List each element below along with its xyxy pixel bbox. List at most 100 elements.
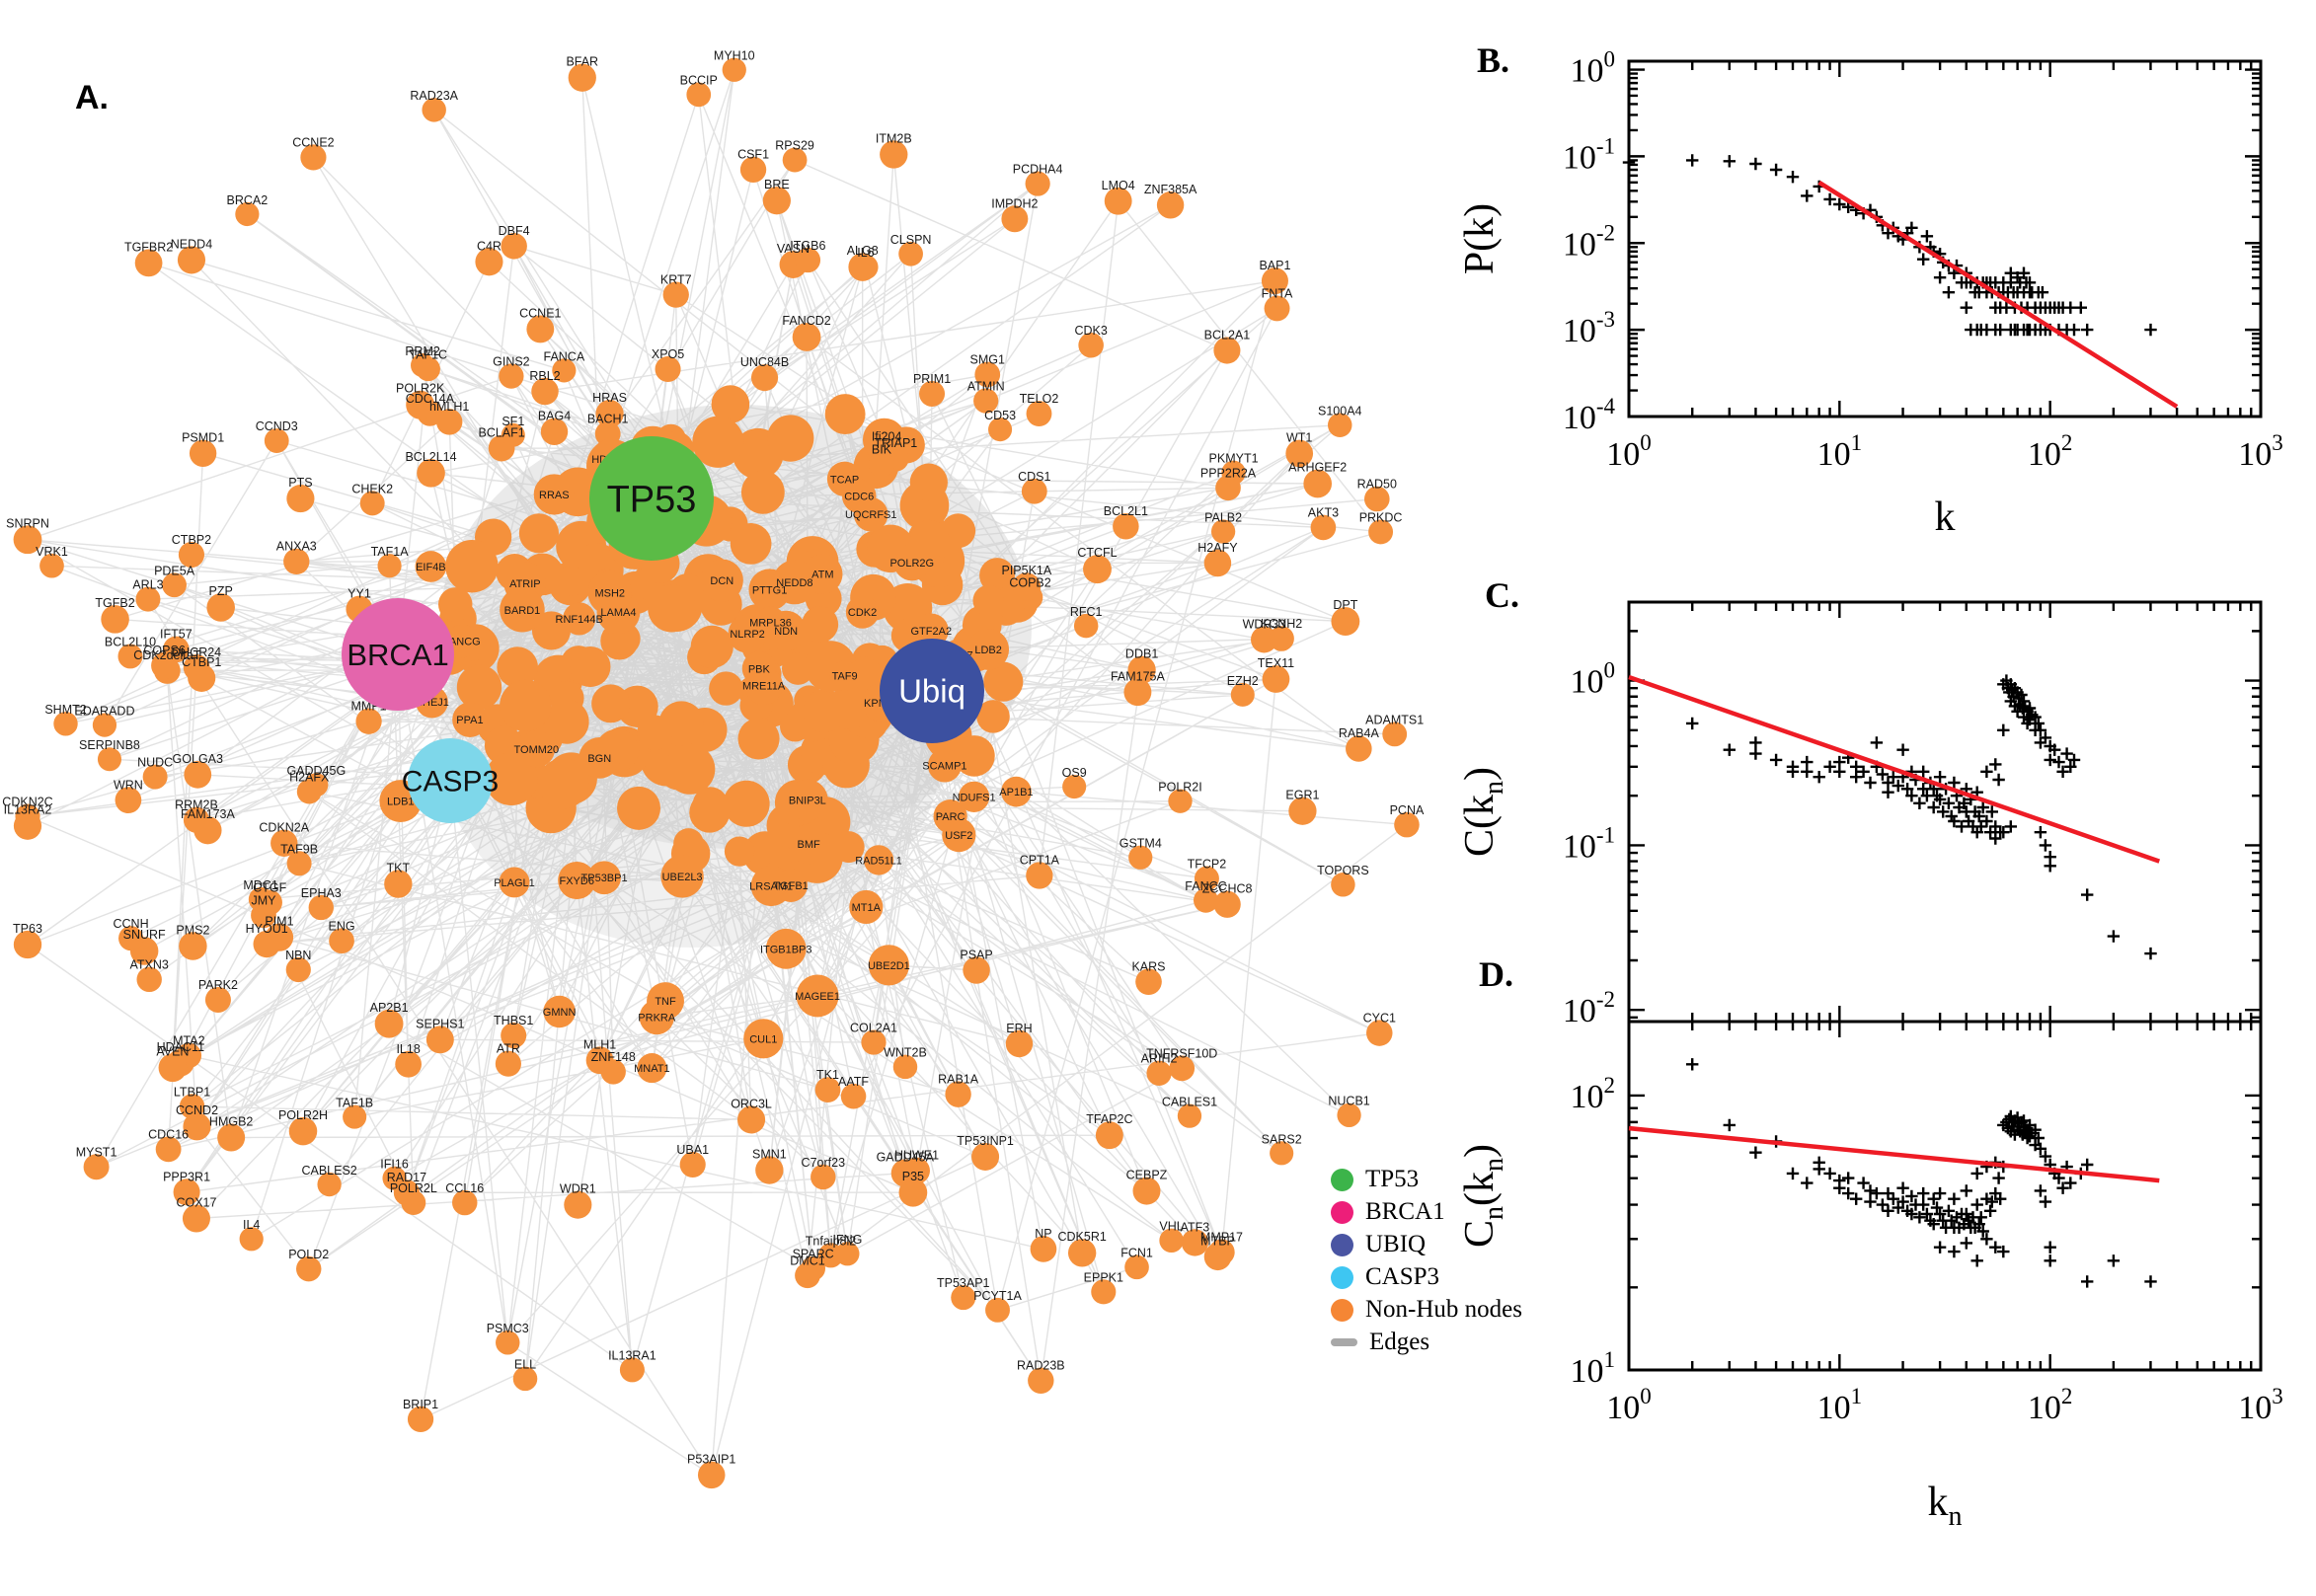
non-hub-node bbox=[531, 377, 559, 406]
gene-label: TELO2 bbox=[1020, 392, 1059, 406]
non-hub-node bbox=[723, 780, 770, 827]
gene-label: RRM2B bbox=[175, 798, 218, 812]
non-hub-node bbox=[544, 699, 589, 744]
non-hub-node bbox=[1073, 613, 1099, 639]
gene-label: SNRPN bbox=[6, 516, 49, 530]
y-tick-label: 100 bbox=[1571, 658, 1616, 701]
non-hub-node bbox=[700, 559, 743, 602]
legend-label: TP53 bbox=[1365, 1166, 1420, 1192]
gene-label: BCCIP bbox=[680, 73, 718, 87]
non-hub-node bbox=[988, 418, 1013, 442]
non-hub-node bbox=[501, 422, 525, 447]
gene-label: MMP17 bbox=[1200, 1230, 1243, 1244]
gene-label: BGN bbox=[587, 753, 611, 765]
non-hub-node bbox=[585, 1046, 614, 1075]
gene-label: CCNE1 bbox=[519, 307, 561, 321]
non-hub-node bbox=[296, 779, 322, 804]
gene-label: AKT3 bbox=[1308, 506, 1339, 520]
gene-label: AATF bbox=[838, 1075, 869, 1089]
gene-label: CLSPN bbox=[890, 233, 932, 247]
non-hub-node bbox=[1208, 1239, 1235, 1265]
gene-label: PDE5A bbox=[154, 564, 195, 577]
non-hub-node bbox=[942, 817, 976, 853]
non-hub-node bbox=[1078, 332, 1104, 358]
non-hub-node bbox=[903, 1157, 930, 1184]
non-hub-node bbox=[162, 572, 187, 598]
non-hub-node bbox=[118, 926, 144, 951]
network-edges bbox=[27, 69, 1408, 1476]
non-hub-node bbox=[826, 461, 863, 496]
non-hub-node bbox=[849, 889, 884, 925]
gene-label: XPO5 bbox=[652, 347, 684, 361]
non-hub-node bbox=[689, 792, 731, 833]
gene-label: C4R bbox=[477, 239, 502, 253]
non-hub-node bbox=[985, 1297, 1010, 1323]
gene-label: SMN1 bbox=[752, 1147, 787, 1161]
gene-label: TP63 bbox=[13, 922, 42, 936]
gene-label: UBA1 bbox=[676, 1143, 709, 1157]
non-hub-node bbox=[945, 1081, 971, 1107]
gene-label: CDK3 bbox=[1074, 324, 1107, 338]
non-hub-node bbox=[587, 861, 621, 895]
gene-label: MTBP bbox=[1200, 1234, 1235, 1248]
non-hub-node bbox=[722, 57, 746, 82]
gene-label: IFI16 bbox=[380, 1158, 409, 1172]
non-hub-node bbox=[1288, 797, 1317, 825]
non-hub-node bbox=[686, 82, 712, 108]
gene-label: TGFBR2 bbox=[124, 241, 173, 255]
gene-label: MRPL36 bbox=[749, 618, 792, 630]
gene-label: SCAMP1 bbox=[922, 760, 966, 772]
non-hub-node bbox=[182, 1204, 210, 1233]
non-hub-node bbox=[189, 439, 217, 467]
power-law-fit-line bbox=[1817, 180, 2179, 409]
non-hub-node bbox=[1337, 1102, 1361, 1127]
non-hub-node bbox=[1001, 776, 1032, 807]
gene-label: KCNH2 bbox=[1261, 617, 1302, 631]
x-axis-title: k bbox=[1935, 494, 1956, 540]
non-hub-node bbox=[648, 584, 696, 633]
gene-label: NBN bbox=[285, 949, 311, 962]
gene-label: ORC3L bbox=[731, 1097, 772, 1110]
non-hub-node bbox=[660, 855, 704, 898]
gene-label: WNT2B bbox=[884, 1046, 927, 1060]
non-hub-node bbox=[188, 663, 216, 692]
gene-label: EPHA3 bbox=[301, 886, 342, 900]
y-tick-label: 10-2 bbox=[1563, 220, 1615, 263]
gene-label: UQCRFS1 bbox=[845, 509, 897, 521]
non-hub-node bbox=[880, 140, 908, 169]
gene-label: LMO4 bbox=[1102, 179, 1135, 192]
non-hub-node bbox=[39, 553, 64, 578]
non-hub-node bbox=[664, 743, 716, 795]
non-hub-node bbox=[762, 187, 791, 215]
gene-label: TFCP2 bbox=[1188, 858, 1227, 872]
non-hub-node bbox=[824, 394, 866, 435]
gene-label: RAB4A bbox=[1339, 726, 1380, 740]
non-hub-node bbox=[637, 1053, 667, 1084]
gene-label: CDKN2A bbox=[259, 821, 309, 835]
non-hub-node bbox=[711, 385, 750, 423]
y-axis-title: P(k) bbox=[1457, 203, 1503, 274]
non-hub-node bbox=[1193, 887, 1218, 913]
non-hub-node bbox=[709, 671, 743, 706]
gene-label: RBL2 bbox=[529, 369, 560, 383]
hub-node-tp53 bbox=[589, 436, 714, 561]
gene-label: CTGF bbox=[253, 881, 286, 895]
x-tick-label: 101 bbox=[1817, 1384, 1863, 1426]
non-hub-node bbox=[543, 995, 576, 1028]
network-graph: MAGEE1 CDC14A DHCR24 ARL3 TAF9B ALG8 RNF144B C7… bbox=[2, 49, 1425, 1489]
legend-label: Edges bbox=[1369, 1329, 1430, 1355]
non-hub-node bbox=[1303, 469, 1333, 498]
gene-label: TP53INP1 bbox=[957, 1134, 1014, 1148]
non-hub-node bbox=[485, 752, 538, 806]
gene-label: ATF3 bbox=[1181, 1220, 1210, 1234]
non-hub-node bbox=[1104, 187, 1132, 215]
non-hub-node bbox=[1095, 1121, 1123, 1150]
non-hub-node bbox=[1285, 439, 1314, 468]
x-tick-label: 101 bbox=[1817, 430, 1863, 473]
gene-label: ELL bbox=[514, 1358, 536, 1372]
gene-label: CCL16 bbox=[445, 1181, 484, 1195]
gene-label: TAF9 bbox=[832, 671, 858, 683]
power-law-fit-line bbox=[1628, 1125, 2160, 1183]
legend-item-edges: Edges bbox=[1331, 1329, 1522, 1355]
gene-label: S100A4 bbox=[1318, 404, 1362, 418]
